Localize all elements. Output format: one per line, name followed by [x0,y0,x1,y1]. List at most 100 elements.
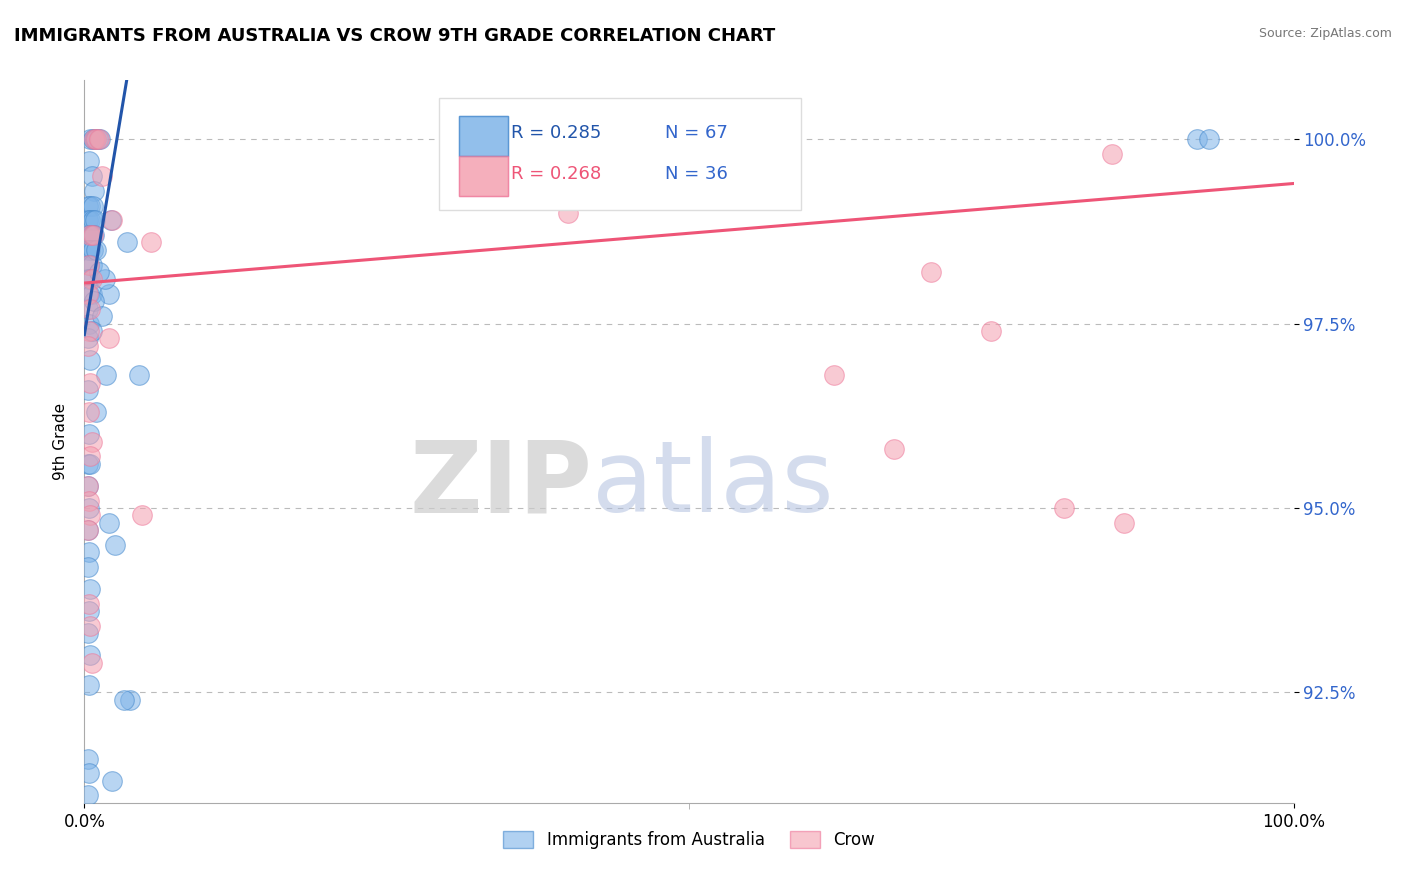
Point [128,368,150,383]
Point [77,789,100,803]
Point [84,213,107,227]
FancyBboxPatch shape [460,116,508,156]
Point [77,523,100,537]
Point [77,405,100,419]
Point [82,199,104,213]
Point [77,597,100,611]
Point [89,132,111,146]
Point [77,493,100,508]
Point [97,287,120,301]
Point [77,751,100,765]
Point [80,324,103,338]
Point [77,339,100,353]
Point [86,132,108,146]
Text: R = 0.285: R = 0.285 [512,124,602,142]
Point [82,132,104,146]
Point [83,184,105,198]
Point [77,272,100,286]
Point [77,766,100,780]
Text: ZIP: ZIP [409,436,592,533]
Point [94,272,117,286]
Point [82,243,104,257]
Point [79,376,101,390]
Point [77,301,100,316]
Point [87,265,110,279]
Point [131,508,153,523]
Point [79,508,101,523]
Point [87,132,110,146]
Point [77,479,100,493]
Point [77,154,100,169]
Point [80,258,103,272]
Point [77,604,100,618]
Point [97,331,120,345]
Point [77,243,100,257]
Point [77,545,100,559]
Text: atlas: atlas [592,436,834,533]
Point [77,626,100,640]
Point [77,258,100,272]
Point [1114,516,1136,530]
Point [77,500,100,515]
Point [84,132,107,146]
Point [82,213,104,227]
Point [77,678,100,692]
Point [79,228,101,243]
Text: N = 36: N = 36 [665,165,728,183]
Point [920,265,942,279]
Point [86,243,108,257]
Point [79,272,101,286]
Point [77,287,100,301]
Point [557,206,579,220]
Point [79,450,101,464]
Point [823,368,845,383]
Point [1053,500,1076,515]
Point [77,427,100,442]
Point [86,132,108,146]
Point [77,331,100,345]
Point [80,434,103,449]
Point [77,317,100,331]
Point [115,235,138,250]
Point [80,656,103,670]
Point [79,213,101,227]
Point [94,368,117,383]
Point [77,199,100,213]
Point [97,516,120,530]
Point [82,228,104,243]
Point [79,648,101,663]
Point [77,457,100,471]
FancyBboxPatch shape [439,98,801,211]
Text: Source: ZipAtlas.com: Source: ZipAtlas.com [1258,27,1392,40]
Text: N = 67: N = 67 [665,124,728,142]
Point [77,228,100,243]
Point [1185,132,1208,146]
Point [86,405,108,419]
Point [762,191,785,205]
Point [80,228,103,243]
Point [83,228,105,243]
Point [79,457,101,471]
Point [80,287,103,301]
Point [79,353,101,368]
Point [101,213,124,227]
Point [79,199,101,213]
Text: R = 0.268: R = 0.268 [512,165,602,183]
FancyBboxPatch shape [460,156,508,196]
Point [77,258,100,272]
Point [77,560,100,574]
Legend: Immigrants from Australia, Crow: Immigrants from Australia, Crow [496,824,882,856]
Point [83,132,105,146]
Text: IMMIGRANTS FROM AUSTRALIA VS CROW 9TH GRADE CORRELATION CHART: IMMIGRANTS FROM AUSTRALIA VS CROW 9TH GR… [14,27,775,45]
Point [883,442,905,456]
Point [79,132,101,146]
Point [80,272,103,286]
Point [120,692,142,706]
Point [79,619,101,633]
Point [139,235,162,250]
Point [1101,147,1123,161]
Point [80,169,103,183]
Point [77,383,100,397]
Point [100,213,122,227]
Point [79,243,101,257]
